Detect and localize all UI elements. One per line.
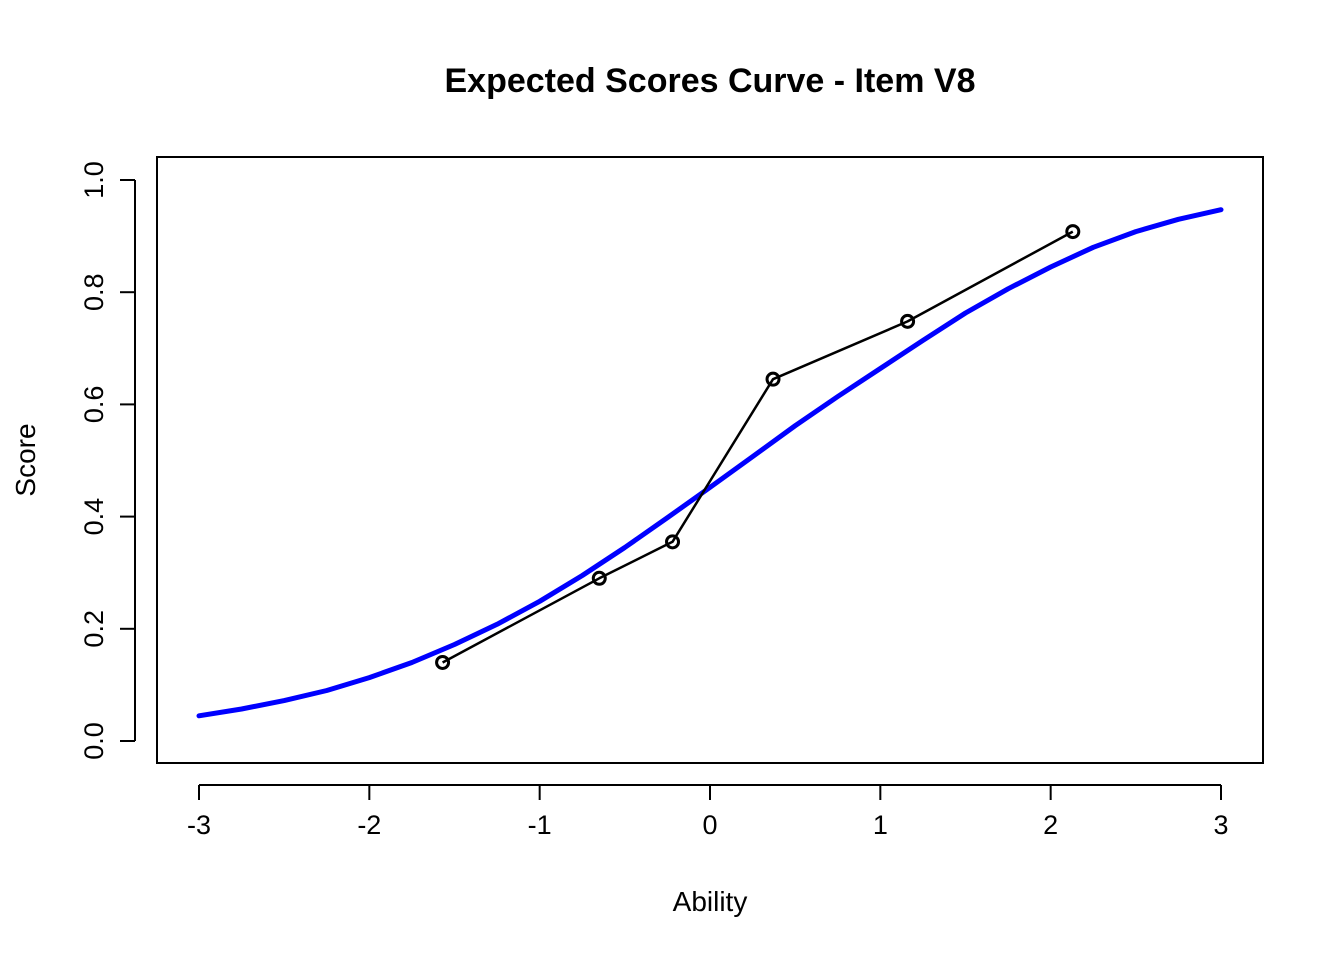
observed-point [1065, 224, 1081, 240]
x-tick-label: -2 [357, 810, 381, 840]
y-axis-title: Score [10, 423, 41, 496]
x-axis: -3 -2 -1 0 1 2 3 [187, 784, 1229, 840]
x-tick-label: -1 [528, 810, 552, 840]
observed-point [591, 570, 607, 586]
chart-title: Expected Scores Curve - Item V8 [444, 62, 975, 100]
y-tick-label: 0.0 [79, 722, 109, 760]
y-tick-label: 0.2 [79, 610, 109, 648]
observed-point [900, 313, 916, 329]
y-tick-label: 0.8 [79, 273, 109, 311]
x-tick-label: 0 [702, 810, 717, 840]
y-tick-label: 0.4 [79, 498, 109, 536]
y-tick-label: 1.0 [79, 161, 109, 199]
x-tick-label: -3 [187, 810, 211, 840]
series-layer [196, 207, 1224, 719]
y-axis: 0.0 0.2 0.4 0.6 0.8 1.0 [79, 161, 136, 760]
x-tick-label: 2 [1043, 810, 1058, 840]
x-tick-label: 1 [873, 810, 888, 840]
observed-point [765, 371, 781, 387]
observed-score-line [442, 230, 1074, 664]
plot-frame [156, 156, 1264, 764]
x-tick-label: 3 [1213, 810, 1228, 840]
y-tick-label: 0.6 [79, 386, 109, 424]
expected-score-curve [196, 207, 1224, 719]
observed-point [665, 534, 681, 550]
x-axis-title: Ability [673, 886, 748, 917]
observed-point [435, 654, 451, 670]
